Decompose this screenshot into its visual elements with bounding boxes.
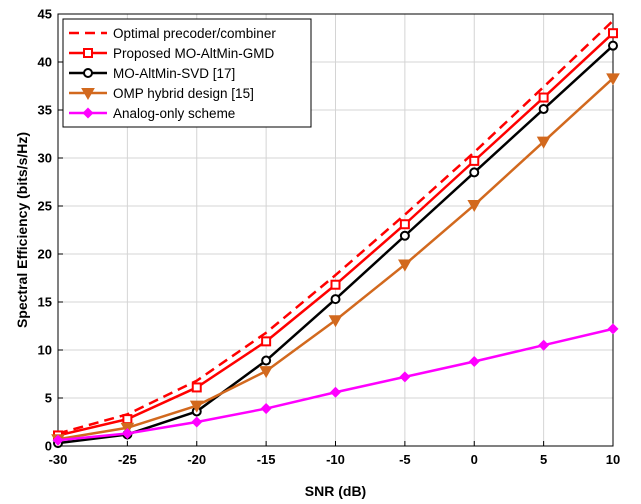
legend-item: OMP hybrid design [15] (69, 86, 254, 101)
legend-label: OMP hybrid design [15] (113, 86, 254, 101)
data-point (261, 355, 272, 366)
x-tick-label: -10 (326, 452, 345, 467)
legend-item: Analog-only scheme (69, 106, 235, 121)
data-point (469, 167, 480, 178)
data-point (330, 294, 341, 305)
data-point (538, 104, 549, 115)
series-lines (51, 19, 620, 449)
axis-ticks: -30 -25 -20 -15 -10 -5 0 5 10 0 5 10 15 20 25 30 35 40 45 (38, 7, 621, 468)
x-tick-label: 10 (606, 452, 620, 467)
data-point (189, 400, 204, 413)
x-tick-label: -5 (399, 452, 411, 467)
data-point (261, 336, 272, 347)
series-group (57, 19, 614, 435)
y-tick-label: 15 (38, 295, 52, 310)
x-tick-label: -20 (187, 452, 206, 467)
data-point (328, 315, 343, 328)
data-point (260, 403, 272, 415)
series-group (51, 73, 620, 447)
data-point (606, 73, 620, 86)
data-point (330, 279, 341, 290)
x-tick-label: -30 (49, 452, 68, 467)
data-point (469, 155, 480, 166)
legend-item: MO-AltMin-SVD [17] (69, 66, 235, 81)
legend-label: MO-AltMin-SVD [17] (113, 66, 235, 81)
data-point (191, 416, 203, 428)
y-tick-label: 35 (38, 103, 52, 118)
legend-item: Optimal precoder/combiner (69, 26, 276, 41)
data-point (607, 323, 619, 335)
data-point (608, 40, 618, 51)
x-tick-label: -15 (257, 452, 276, 467)
y-tick-label: 40 (38, 55, 52, 70)
legend-item: Proposed MO-AltMin-GMD (69, 46, 275, 61)
legend-marker (83, 68, 93, 78)
x-tick-label: 0 (471, 452, 478, 467)
y-tick-label: 5 (45, 391, 52, 406)
data-point (538, 339, 550, 351)
data-point (608, 28, 618, 39)
data-point (538, 92, 549, 103)
data-point (329, 386, 342, 398)
y-tick-label: 0 (45, 439, 52, 454)
x-axis-label: SNR (dB) (305, 483, 366, 499)
legend-label: Analog-only scheme (113, 106, 235, 121)
legend-label: Proposed MO-AltMin-GMD (113, 46, 275, 61)
y-axis-label: Spectral Efficiency (bits/s/Hz) (14, 132, 30, 328)
y-tick-label: 30 (38, 151, 52, 166)
series-group (52, 323, 619, 446)
data-point (536, 136, 551, 149)
legend: Optimal precoder/combiner Proposed MO-Alt… (62, 18, 312, 128)
data-point (122, 414, 133, 425)
y-tick-label: 10 (38, 343, 52, 358)
y-tick-label: 20 (38, 247, 52, 262)
y-tick-label: 45 (38, 7, 52, 22)
x-tick-label: -25 (118, 452, 137, 467)
data-point (191, 382, 202, 393)
data-point (399, 230, 410, 241)
data-point (399, 219, 410, 230)
data-point (398, 259, 412, 272)
y-tick-label: 25 (38, 199, 52, 214)
data-point (259, 366, 273, 379)
legend-label: Optimal precoder/combiner (113, 26, 276, 41)
legend-marker (81, 88, 95, 101)
data-point (52, 434, 64, 446)
data-point (399, 371, 411, 383)
x-tick-label: 5 (540, 452, 547, 467)
legend-marker (83, 48, 93, 58)
series-line (57, 19, 614, 435)
data-point (467, 200, 482, 213)
legend-marker (82, 107, 94, 119)
data-point (121, 428, 133, 440)
data-point (468, 356, 480, 368)
